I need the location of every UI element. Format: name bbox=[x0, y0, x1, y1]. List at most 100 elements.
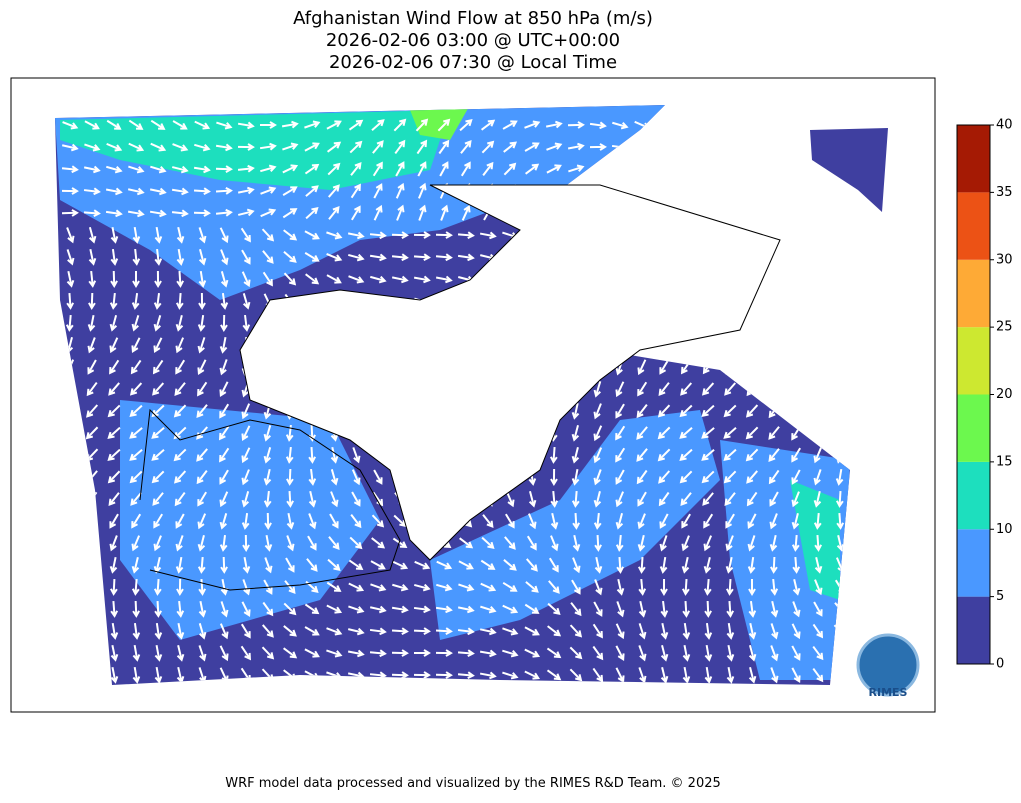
wind-arrow bbox=[502, 604, 519, 614]
wind-arrow bbox=[679, 426, 693, 439]
wind-arrow bbox=[304, 120, 321, 129]
wind-arrow bbox=[660, 666, 669, 684]
wind-arrow bbox=[285, 557, 295, 573]
wind-arrow bbox=[347, 627, 365, 636]
wind-arrow bbox=[262, 601, 274, 617]
wind-arrow bbox=[769, 534, 778, 552]
wind-arrow bbox=[524, 670, 541, 680]
wind-arrow bbox=[87, 337, 96, 354]
wind-arrow bbox=[110, 644, 119, 662]
wind-arrow bbox=[241, 601, 251, 617]
footer: WRF model data processed and visualized … bbox=[225, 776, 721, 791]
wind-arrow bbox=[373, 469, 383, 485]
wind-arrow bbox=[131, 556, 140, 574]
wind-arrow bbox=[679, 448, 693, 461]
colorbar-tick-label: 0 bbox=[996, 657, 1004, 672]
wind-arrow bbox=[61, 143, 79, 152]
wind-arrow bbox=[263, 579, 273, 595]
wind-arrow bbox=[550, 490, 559, 508]
wind-arrow bbox=[326, 581, 342, 592]
wind-arrow bbox=[413, 231, 431, 239]
wind-arrow bbox=[369, 649, 387, 658]
colorbar-segment bbox=[957, 125, 990, 193]
wind-arrow bbox=[129, 382, 143, 396]
speed-0-5 bbox=[810, 128, 888, 212]
wind-arrow bbox=[173, 426, 187, 440]
wind-arrow bbox=[636, 404, 648, 419]
wind-arrow bbox=[505, 513, 515, 529]
wind-arrow bbox=[724, 382, 737, 396]
wind-arrow bbox=[264, 557, 273, 574]
wind-arrow bbox=[219, 447, 230, 463]
wind-arrow bbox=[835, 468, 844, 486]
wind-arrow bbox=[395, 161, 405, 177]
wind-arrow bbox=[571, 446, 580, 464]
wind-arrow bbox=[263, 447, 272, 464]
wind-arrow bbox=[836, 512, 845, 530]
wind-arrow bbox=[615, 381, 625, 398]
wind-arrow bbox=[723, 448, 737, 461]
wind-arrow bbox=[86, 381, 98, 397]
colorbar-tick-label: 20 bbox=[996, 387, 1013, 402]
wind-arrow bbox=[197, 359, 207, 376]
wind-arrow bbox=[131, 315, 140, 332]
wind-arrow bbox=[110, 622, 119, 640]
no-data-region bbox=[239, 184, 781, 561]
wind-arrow bbox=[503, 559, 517, 571]
wind-arrow bbox=[193, 187, 211, 196]
map: RIMES bbox=[10, 77, 936, 713]
wind-arrow bbox=[305, 206, 319, 220]
wind-arrow bbox=[440, 204, 449, 221]
wind-arrow bbox=[154, 600, 162, 618]
wind-arrow bbox=[768, 469, 780, 485]
wind-arrow bbox=[107, 404, 121, 418]
wind-arrow bbox=[132, 226, 141, 244]
wind-arrow bbox=[261, 228, 275, 242]
wind-arrow bbox=[746, 470, 758, 484]
wind-arrow bbox=[396, 204, 405, 221]
wind-arrow bbox=[770, 645, 779, 662]
wind-arrow bbox=[109, 359, 120, 375]
wind-arrow bbox=[283, 272, 297, 286]
wind-arrow bbox=[791, 512, 800, 530]
wind-arrow bbox=[416, 139, 428, 155]
wind-arrow bbox=[328, 536, 340, 550]
wind-arrow bbox=[435, 671, 453, 679]
wind-arrow bbox=[128, 165, 145, 174]
wind-arrow bbox=[307, 535, 317, 551]
wind-arrow bbox=[616, 556, 625, 574]
wind-arrow bbox=[835, 490, 844, 508]
wind-arrow bbox=[638, 623, 647, 640]
wind-arrow bbox=[770, 623, 779, 640]
colorbar: 0 5 10 15 20 25 30 35 40 bbox=[956, 118, 1013, 672]
wind-arrow bbox=[149, 209, 167, 218]
wind-arrow bbox=[107, 426, 121, 439]
wind-arrow bbox=[370, 560, 386, 570]
speed-15-20 bbox=[410, 105, 470, 140]
wind-arrow bbox=[703, 535, 713, 552]
wind-arrow bbox=[237, 143, 255, 151]
wind-arrow bbox=[391, 231, 409, 239]
wind-arrow bbox=[768, 448, 780, 462]
wind-arrow bbox=[220, 601, 229, 618]
wind-arrow bbox=[327, 558, 341, 571]
wind-arrow bbox=[725, 513, 735, 529]
wind-arrow bbox=[110, 226, 119, 244]
wind-arrow bbox=[350, 183, 361, 199]
wind-arrow bbox=[350, 514, 362, 529]
wind-arrow bbox=[435, 605, 453, 614]
wind-arrow bbox=[129, 449, 143, 461]
wind-arrow bbox=[395, 182, 405, 199]
wind-arrow bbox=[769, 491, 779, 507]
wind-arrow bbox=[373, 204, 383, 221]
wind-arrow bbox=[548, 580, 560, 594]
wind-arrow bbox=[286, 512, 295, 530]
wind-arrow bbox=[594, 556, 603, 574]
wind-arrow bbox=[304, 230, 320, 240]
wind-arrow bbox=[680, 382, 693, 396]
wind-arrow bbox=[304, 648, 320, 658]
wind-arrow bbox=[198, 600, 207, 618]
wind-arrow bbox=[61, 187, 79, 195]
wind-arrow bbox=[129, 427, 143, 439]
wind-arrow bbox=[83, 187, 101, 196]
